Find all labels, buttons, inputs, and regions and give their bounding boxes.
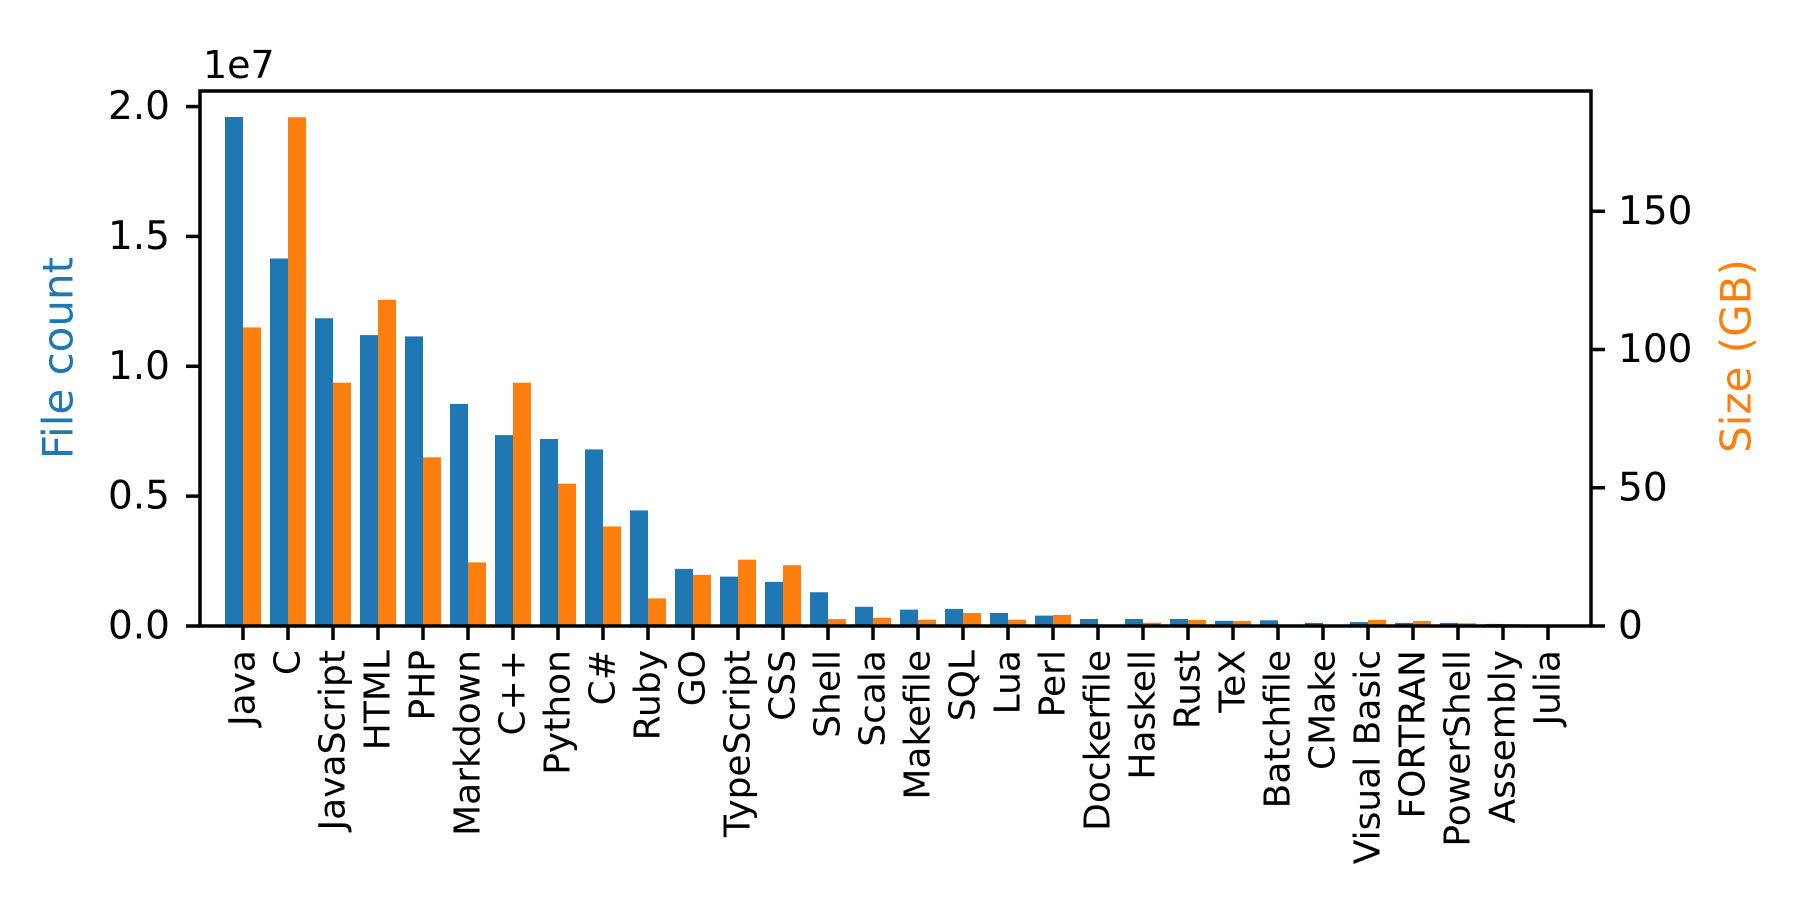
x-tick-label-makefile: Makefile bbox=[898, 650, 939, 800]
x-tick-label-batchfile: Batchfile bbox=[1258, 650, 1299, 808]
left-tick-label-2.0: 2.0 bbox=[108, 84, 170, 129]
x-tick-label-perl: Perl bbox=[1033, 650, 1074, 717]
bar-size-gb-fortran bbox=[1413, 621, 1431, 626]
right-tick-label-100: 100 bbox=[1618, 327, 1692, 372]
x-tick-label-java: Java bbox=[223, 650, 264, 728]
x-tick-label-tex: TeX bbox=[1213, 650, 1254, 714]
x-tick-label-c: C++ bbox=[493, 650, 534, 735]
bar-file-count-shell bbox=[810, 592, 828, 626]
left-tick-label-0.5: 0.5 bbox=[108, 474, 170, 519]
x-tick-label-javascript: JavaScript bbox=[313, 650, 354, 832]
bar-file-count-perl bbox=[1035, 615, 1053, 626]
bar-file-count-javascript bbox=[315, 318, 333, 626]
bar-file-count-batchfile bbox=[1260, 620, 1278, 626]
x-tick-label-ruby: Ruby bbox=[628, 650, 669, 740]
bar-file-count-sql bbox=[945, 608, 963, 626]
x-tick-label-go: GO bbox=[673, 650, 714, 706]
bar-size-gb-java bbox=[243, 327, 261, 626]
right-tick-label-150: 150 bbox=[1618, 189, 1692, 234]
bar-file-count-css bbox=[765, 581, 783, 626]
bar-file-count-visual-basic bbox=[1350, 622, 1368, 626]
bar-file-count-html bbox=[360, 335, 378, 626]
bar-file-count-scala bbox=[855, 606, 873, 626]
x-tick-label-powershell: PowerShell bbox=[1438, 650, 1479, 847]
bar-file-count-c bbox=[270, 258, 288, 626]
bar-file-count-java bbox=[225, 116, 243, 626]
right-axis-ticks: 0 50 100 150 bbox=[1591, 189, 1692, 649]
bar-size-gb-php bbox=[423, 457, 441, 626]
bar-size-gb-rust bbox=[1188, 619, 1206, 626]
bar-file-count-haskell bbox=[1125, 618, 1143, 626]
bar-size-gb-makefile bbox=[918, 619, 936, 626]
left-tick-label-1.0: 1.0 bbox=[108, 344, 170, 389]
bar-size-gb-python bbox=[558, 483, 576, 626]
left-tick-label-0.0: 0.0 bbox=[108, 604, 170, 649]
x-tick-label-markdown: Markdown bbox=[448, 650, 489, 836]
bar-size-gb-markdown bbox=[468, 562, 486, 626]
bar-file-count-markdown bbox=[450, 403, 468, 626]
bar-file-count-c bbox=[495, 435, 513, 626]
bar-file-count-php bbox=[405, 336, 423, 626]
right-tick-label-0: 0 bbox=[1618, 604, 1643, 649]
x-tick-label-lua: Lua bbox=[988, 650, 1029, 714]
x-tick-label-c: C bbox=[268, 650, 309, 675]
bar-file-count-tex bbox=[1215, 620, 1233, 626]
x-tick-label-haskell: Haskell bbox=[1123, 650, 1164, 780]
bar-size-gb-visual-basic bbox=[1368, 619, 1386, 626]
right-axis-label: Size (GB) bbox=[1712, 259, 1761, 453]
left-axis-ticks: 0.0 0.5 1.0 1.5 2.0 bbox=[108, 84, 200, 649]
left-axis-offset-text: 1e7 bbox=[203, 43, 275, 87]
x-tick-label-fortran: FORTRAN bbox=[1393, 650, 1434, 819]
x-tick-label-cmake: CMake bbox=[1303, 650, 1344, 770]
x-tick-label-python: Python bbox=[538, 650, 579, 775]
bar-size-gb-shell bbox=[828, 619, 846, 626]
bar-file-count-c bbox=[585, 449, 603, 626]
x-tick-label-rust: Rust bbox=[1168, 650, 1209, 729]
bar-size-gb-c bbox=[603, 526, 621, 626]
left-tick-label-1.5: 1.5 bbox=[108, 214, 170, 259]
bar-size-gb-scala bbox=[873, 617, 891, 626]
bar-file-count-python bbox=[540, 439, 558, 626]
bar-size-gb-tex bbox=[1233, 621, 1251, 626]
bar-size-gb-typescript bbox=[738, 559, 756, 626]
bars-group bbox=[225, 116, 1566, 627]
bar-size-gb-lua bbox=[1008, 619, 1026, 626]
x-tick-label-scala: Scala bbox=[853, 650, 894, 747]
bar-file-count-makefile bbox=[900, 609, 918, 626]
x-axis-ticks: Java C JavaScript HTML PHP Markdown C++ Python C… bbox=[223, 626, 1569, 864]
left-axis-label: File count bbox=[34, 257, 83, 459]
x-tick-label-shell: Shell bbox=[808, 650, 849, 738]
bar-file-count-lua bbox=[990, 613, 1008, 626]
bar-file-count-ruby bbox=[630, 510, 648, 626]
bar-size-gb-css bbox=[783, 565, 801, 626]
x-tick-label-julia: Julia bbox=[1528, 650, 1569, 728]
x-tick-label-sql: SQL bbox=[943, 650, 984, 721]
bar-file-count-go bbox=[675, 568, 693, 626]
bar-size-gb-sql bbox=[963, 613, 981, 626]
bar-size-gb-javascript bbox=[333, 382, 351, 626]
x-tick-label-php: PHP bbox=[403, 650, 444, 721]
bar-size-gb-c bbox=[513, 382, 531, 626]
x-tick-label-css: CSS bbox=[763, 650, 804, 721]
x-tick-label-c: C# bbox=[583, 650, 624, 705]
bar-size-gb-go bbox=[693, 574, 711, 626]
bar-file-count-typescript bbox=[720, 576, 738, 626]
bar-file-count-dockerfile bbox=[1080, 618, 1098, 626]
bar-size-gb-c bbox=[288, 117, 306, 627]
x-tick-label-visual-basic: Visual Basic bbox=[1348, 650, 1389, 864]
bar-size-gb-perl bbox=[1053, 614, 1071, 626]
x-tick-label-html: HTML bbox=[358, 650, 399, 750]
bar-size-gb-html bbox=[378, 299, 396, 626]
x-tick-label-dockerfile: Dockerfile bbox=[1078, 650, 1119, 831]
right-tick-label-50: 50 bbox=[1618, 465, 1668, 510]
x-tick-label-assembly: Assembly bbox=[1483, 650, 1524, 824]
x-tick-label-typescript: TypeScript bbox=[718, 650, 759, 838]
bar-file-count-rust bbox=[1170, 618, 1188, 626]
bar-size-gb-ruby bbox=[648, 598, 666, 626]
